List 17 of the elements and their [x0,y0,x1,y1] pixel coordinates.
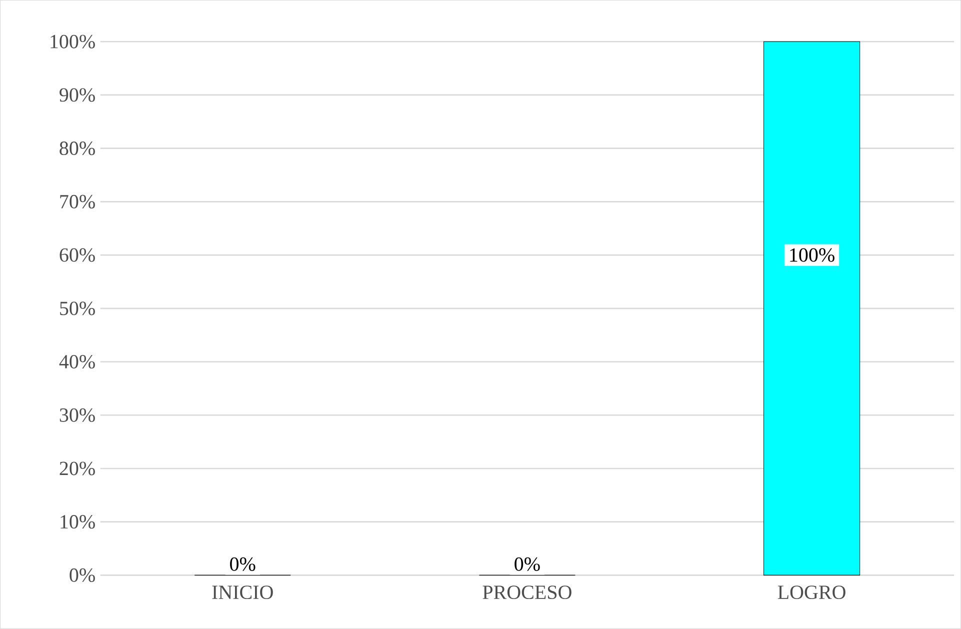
y-tick-label: 20% [60,462,95,476]
x-tick-label: LOGRO [778,586,846,600]
y-tick-label: 80% [60,142,95,156]
x-tick-label: PROCESO [482,586,572,600]
y-tick-label: 30% [60,408,95,422]
y-tick-label: 10% [60,515,95,529]
y-tick-label: 40% [59,355,95,369]
y-tick-label: 60% [60,248,95,262]
y-tick-label: 0% [70,568,95,582]
data-label: 100% [790,248,834,262]
y-tick-label: 90% [60,88,95,102]
y-tick-label: 100% [50,34,95,48]
data-label: 0% [230,557,256,572]
y-tick-label: 70% [60,194,95,209]
x-tick-label: INICIO [212,586,273,600]
y-tick-label: 50% [60,302,95,316]
data-label: 0% [514,557,540,572]
